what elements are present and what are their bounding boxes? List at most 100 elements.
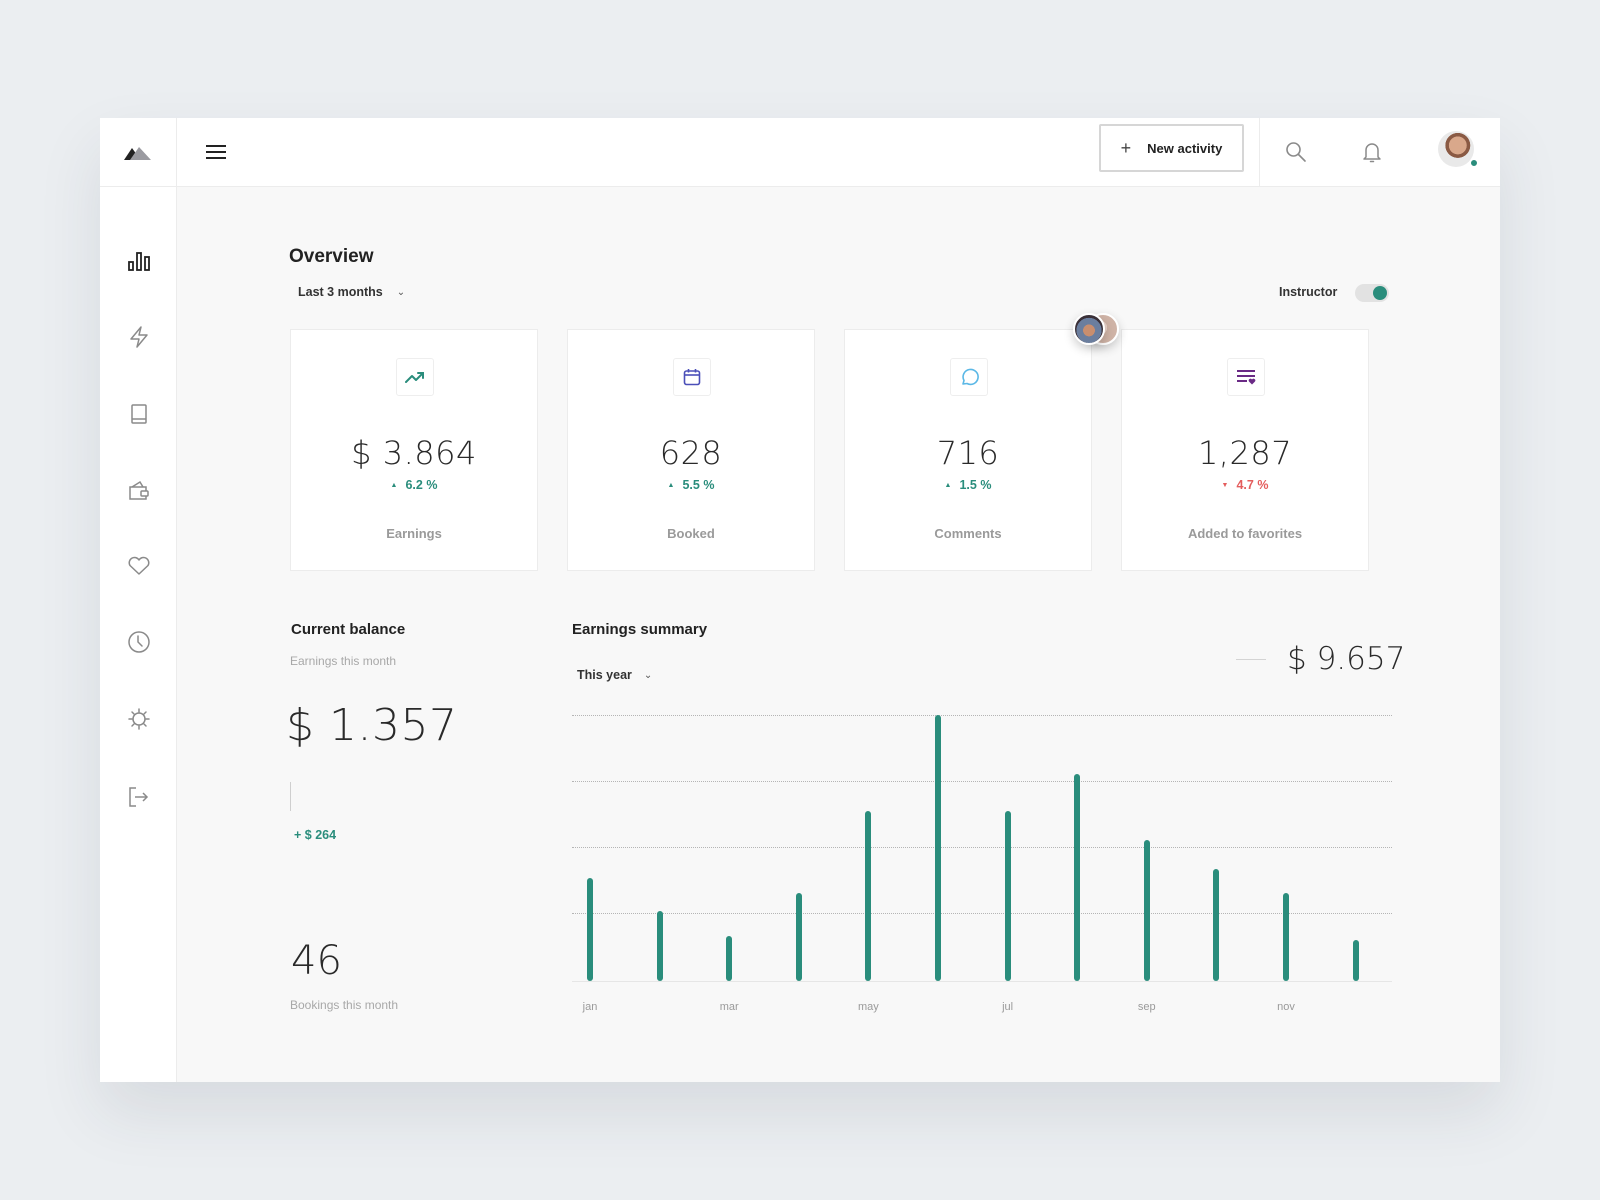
wallet-icon [129,480,149,500]
card-value: 716 [936,434,1000,472]
balance-delta: + $ 264 [294,828,337,842]
toggle-knob [1373,286,1387,300]
balance-title: Current balance [291,621,406,638]
bookings-value: 46 [291,938,342,984]
triangle-up-icon: ▲ [944,482,952,489]
x-axis-label: may [858,1001,879,1013]
chart-bar-apr[interactable] [795,892,802,981]
balance-subtitle: Earnings this month [290,654,397,668]
stat-card-earnings[interactable]: $ 3.864 ▲ 6.2 % Earnings [290,329,538,571]
new-activity-button[interactable]: + New activity [1099,124,1244,172]
hamburger-menu-icon [206,145,226,159]
card-icon-box [396,358,434,396]
user-avatar [1438,131,1474,167]
chart-bar-aug[interactable] [1074,773,1081,981]
heart-icon [128,556,150,575]
chevron-down-icon: ⌄ [396,286,406,298]
earnings-bar-chart: jan mar may jul sep nov [572,711,1392,1016]
range-dropdown-value: Last 3 months [298,285,383,299]
sidebar-item-analytics[interactable] [124,246,154,276]
earnings-summary-title: Earnings summary [572,621,708,638]
bar-chart-icon [128,252,150,271]
top-bar: + New activity [100,118,1500,187]
gridline [572,913,1392,914]
card-label: Added to favorites [1187,526,1303,541]
dashboard-window: + New activity [100,118,1500,1082]
plus-icon: + [1120,137,1132,158]
chart-bar-jul[interactable] [1004,811,1011,981]
instructor-toggle[interactable] [1355,284,1389,302]
card-icon-box [673,358,711,396]
earnings-total: $ 9.657 [1287,641,1406,677]
chat-bubble-icon [962,368,979,386]
chevron-down-icon: ⌄ [643,669,653,681]
main-content: Overview Last 3 months ⌄ Instructor $ 3.… [177,187,1500,1082]
sidebar-item-courses[interactable] [124,399,154,429]
x-axis-label: jul [1002,1001,1014,1013]
hamburger-menu-button[interactable] [204,140,228,164]
chart-baseline [572,981,1392,982]
stat-card-favorites[interactable]: 1,287 ▼ 4.7 % Added to favorites [1121,329,1369,571]
triangle-up-icon: ▲ [390,482,398,489]
user-avatar-button[interactable] [1438,131,1478,169]
chart-bar-dec[interactable] [1352,940,1359,981]
chart-bar-mar[interactable] [726,936,733,981]
card-value: $ 3.864 [351,434,477,472]
x-axis-label: nov [1277,1001,1295,1013]
comment-avatars[interactable] [1073,313,1123,347]
balance-divider [290,782,291,811]
topbar-divider [1259,118,1260,187]
calendar-icon [683,369,701,386]
year-dropdown-value: This year [577,668,632,682]
card-label: Comments [934,526,1002,541]
sidebar-item-history[interactable] [124,627,154,657]
chart-bar-oct[interactable] [1213,869,1220,981]
chart-bar-nov[interactable] [1283,892,1289,981]
gear-icon [128,708,150,730]
logo-cell[interactable] [100,118,177,187]
lightning-icon [130,326,148,348]
range-dropdown[interactable]: Last 3 months ⌄ [298,285,405,299]
card-label: Earnings [386,526,442,541]
sidebar [100,187,177,1082]
year-dropdown[interactable]: This year ⌄ [577,668,652,682]
sidebar-item-activity[interactable] [124,322,154,352]
card-delta-value: 4.7 % [1236,478,1269,492]
online-status-dot [1470,159,1478,167]
search-button[interactable] [1282,138,1310,166]
card-icon-box [1227,358,1265,396]
instructor-label: Instructor [1279,285,1338,299]
chart-bar-jun[interactable] [935,715,941,981]
sidebar-item-wallet[interactable] [124,476,154,506]
sidebar-item-settings[interactable] [124,704,154,734]
gridline [572,847,1392,848]
chart-bar-may[interactable] [865,811,872,981]
stat-card-comments[interactable]: 716 ▲ 1.5 % Comments [844,329,1092,571]
sidebar-item-favorites[interactable] [124,551,154,581]
card-delta: ▲ 1.5 % [845,478,1091,492]
list-heart-icon [1237,370,1256,385]
gridline [572,715,1392,716]
balance-value: $ 1.357 [286,700,458,751]
card-label: Booked [667,526,715,541]
stat-card-booked[interactable]: 628 ▲ 5.5 % Booked [567,329,815,571]
x-axis-label: mar [719,1001,739,1013]
sidebar-item-logout[interactable] [124,782,154,812]
clock-icon [128,631,150,653]
card-delta: ▲ 6.2 % [291,478,537,492]
bell-icon [1363,143,1381,163]
chart-bar-sep[interactable] [1143,840,1150,981]
bookings-label: Bookings this month [290,998,399,1012]
chart-bar-jan[interactable] [587,877,593,981]
card-value: 1,287 [1197,434,1293,472]
book-icon [131,404,147,424]
notifications-button[interactable] [1358,138,1386,166]
card-delta: ▲ 5.5 % [568,478,814,492]
card-value: 628 [659,434,723,472]
x-axis-label: jan [582,1001,598,1013]
new-activity-label: New activity [1147,140,1223,156]
page-title: Overview [289,246,374,267]
mountain-logo-icon [124,146,151,160]
card-delta-value: 1.5 % [959,478,992,492]
chart-bar-feb[interactable] [656,910,663,981]
